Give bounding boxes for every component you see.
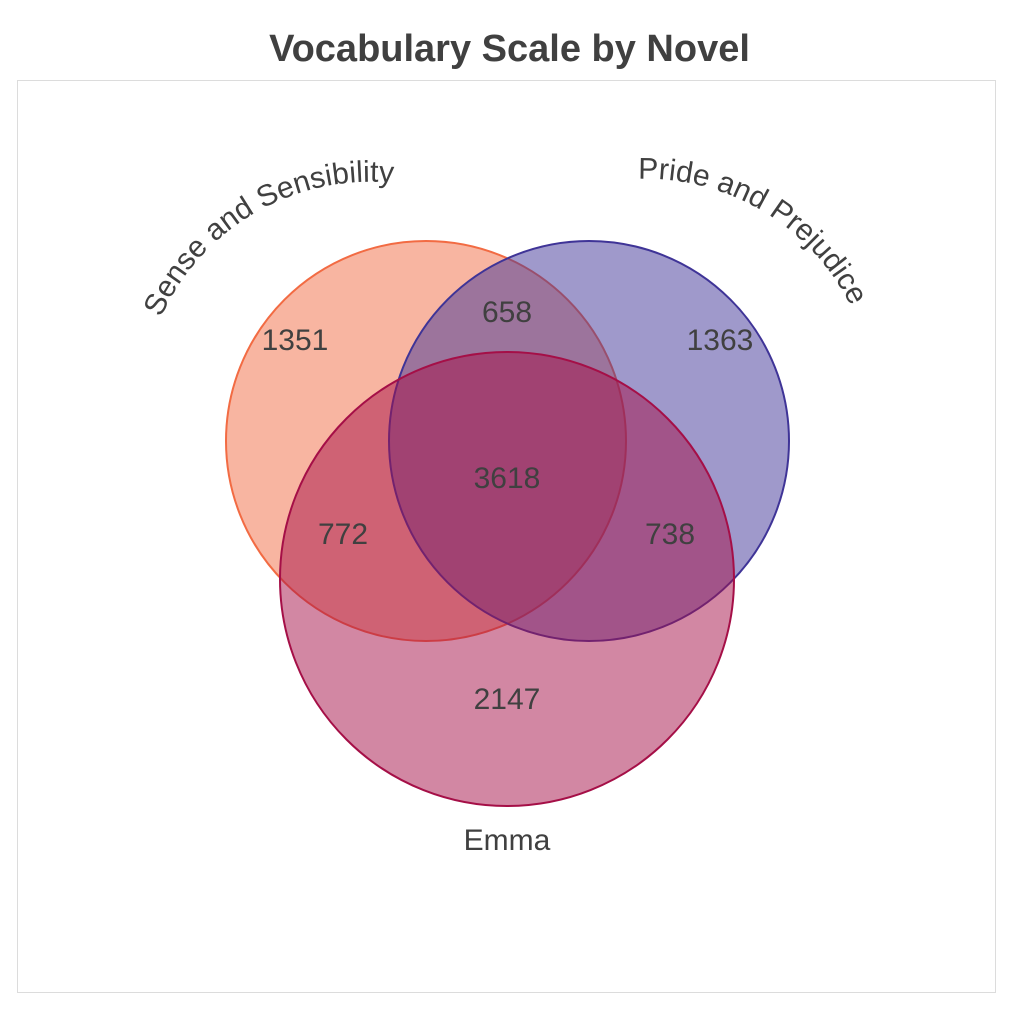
region-label-sense-and-sensibility--emma: 772 xyxy=(318,518,368,551)
region-label-sense-and-sensibility: 1351 xyxy=(262,324,329,357)
region-label-emma: 2147 xyxy=(474,683,541,716)
venn-circles xyxy=(225,240,790,807)
region-label-pride-and-prejudice--emma: 738 xyxy=(645,518,695,551)
region-label-sense-and-sensibility--pride-and-prejudice: 658 xyxy=(482,296,532,329)
venn-region-labels: 1351 1363 2147 658 772 738 3618 xyxy=(262,296,754,716)
chart-frame xyxy=(17,80,996,993)
set-label-emma: Emma xyxy=(464,824,551,857)
region-label-pride-and-prejudice: 1363 xyxy=(687,324,754,357)
region-label-sense-and-sensibility--pride-and-prejudice--emma: 3618 xyxy=(474,462,541,495)
chart-title: Vocabulary Scale by Novel xyxy=(269,28,750,70)
venn-circle-emma xyxy=(279,351,735,807)
